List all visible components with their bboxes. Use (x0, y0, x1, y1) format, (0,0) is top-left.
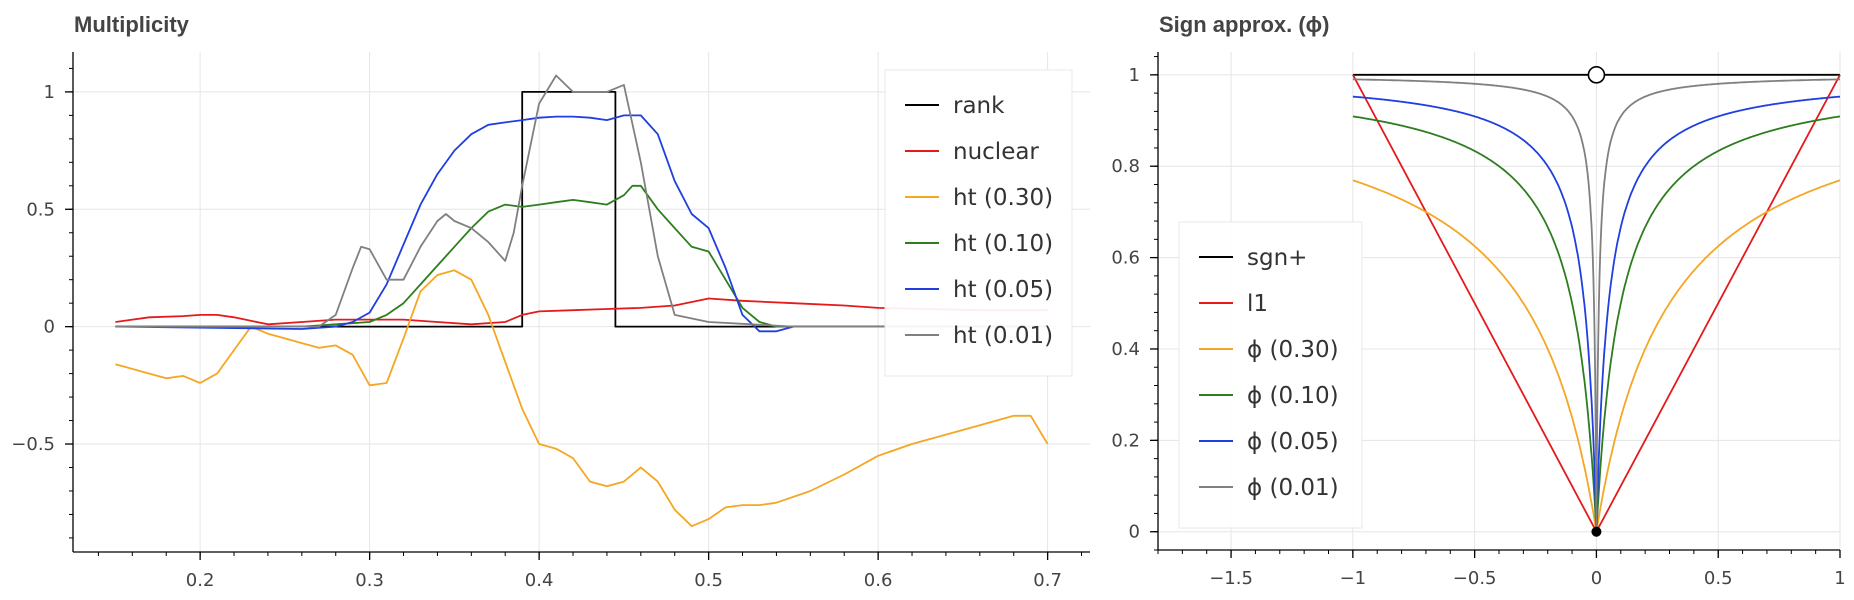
x-tick-label: 0 (1591, 568, 1602, 589)
legend-label-rank: rank (953, 93, 1005, 119)
y-tick-label: 0.2 (1111, 430, 1140, 451)
y-tick-label: 0 (1129, 522, 1140, 543)
y-tick-label: 0.5 (26, 199, 55, 220)
legend-label-ht-0-10: ht (0.10) (953, 231, 1053, 257)
chart-title-sign-approx: Sign approx. (ϕ) (1159, 12, 1330, 37)
sign-approx-panel: Sign approx. (ϕ) −1.5 −1 −0.5 0 0.5 1 0 0.2 0.4 0… (1100, 0, 1854, 600)
series-line-ht-0-10 (115, 184, 1048, 328)
x-tick-label: 0.4 (525, 570, 554, 591)
legend: sgn+ l1 ϕ (0.30) ϕ (0.10) ϕ (0.05) ϕ (0.01) (1178, 221, 1363, 529)
x-tick-label: 0.6 (864, 570, 893, 591)
legend-box (1178, 221, 1363, 529)
y-tick-label: 0 (44, 317, 55, 338)
legend-label-0-01: ϕ (0.01) (1247, 475, 1339, 501)
y-tick-label: 0.6 (1111, 248, 1140, 269)
legend-label-l1: l1 (1247, 291, 1268, 317)
legend-label-0-05: ϕ (0.05) (1247, 429, 1339, 455)
y-tick-label: 1 (1129, 65, 1140, 86)
series-lines (115, 74, 1049, 528)
legend-label-sgn: sgn+ (1247, 245, 1307, 271)
x-tick-label: 0.5 (694, 570, 723, 591)
legend-label-ht-0-05: ht (0.05) (953, 277, 1053, 303)
axes: 0.2 0.3 0.4 0.5 0.6 0.7 −0.5 0 0.5 1 (11, 52, 1090, 591)
series-line-ht-0-05 (115, 114, 1048, 333)
x-tick-label: 0.7 (1033, 570, 1062, 591)
series-line-rank (115, 91, 1048, 328)
legend-label-ht-0-01: ht (0.01) (953, 323, 1053, 349)
x-tick-label: −1 (1340, 568, 1367, 589)
series-line-ht-0-01 (115, 74, 1048, 328)
marker-open-circle (1587, 66, 1606, 84)
legend: rank nuclear ht (0.30) ht (0.10) ht (0.05) ht… (884, 69, 1073, 377)
chart-title-multiplicity: Multiplicity (74, 12, 189, 37)
x-tick-label: 1 (1834, 568, 1845, 589)
y-tick-label: 0.8 (1111, 156, 1140, 177)
marker-filled-dot (1591, 526, 1602, 537)
x-tick-label: 0.2 (186, 570, 215, 591)
legend-label-0-10: ϕ (0.10) (1247, 383, 1339, 409)
series-line-ht-0-30 (115, 269, 1049, 528)
y-tick-label: 1 (44, 82, 55, 103)
legend-label-nuclear: nuclear (953, 139, 1039, 165)
legend-label-0-30: ϕ (0.30) (1247, 337, 1339, 363)
multiplicity-chart: 0.2 0.3 0.4 0.5 0.6 0.7 −0.5 0 0.5 1 rank nuclear ht… (11, 52, 1090, 591)
y-tick-label: 0.4 (1111, 339, 1140, 360)
y-tick-label: −0.5 (11, 434, 55, 455)
x-tick-label: −1.5 (1209, 568, 1253, 589)
x-tick-label: −0.5 (1453, 568, 1497, 589)
sign-approx-chart: −1.5 −1 −0.5 0 0.5 1 0 0.2 0.4 0.6 0.8 1 sgn+ l1 ϕ (0.… (1111, 52, 1846, 589)
legend-label-ht-0-30: ht (0.30) (953, 185, 1053, 211)
axes: −1.5 −1 −0.5 0 0.5 1 0 0.2 0.4 0.6 0.8 1 (1111, 52, 1846, 589)
x-tick-label: 0.5 (1704, 568, 1733, 589)
markers (1587, 66, 1606, 537)
x-tick-label: 0.3 (355, 570, 384, 591)
multiplicity-panel: Multiplicity 0.2 0.3 0.4 0.5 0.6 0.7 −0.5 0 0.5 1… (11, 12, 1090, 591)
series-line-nuclear (115, 297, 1048, 326)
legend-box (884, 69, 1073, 377)
